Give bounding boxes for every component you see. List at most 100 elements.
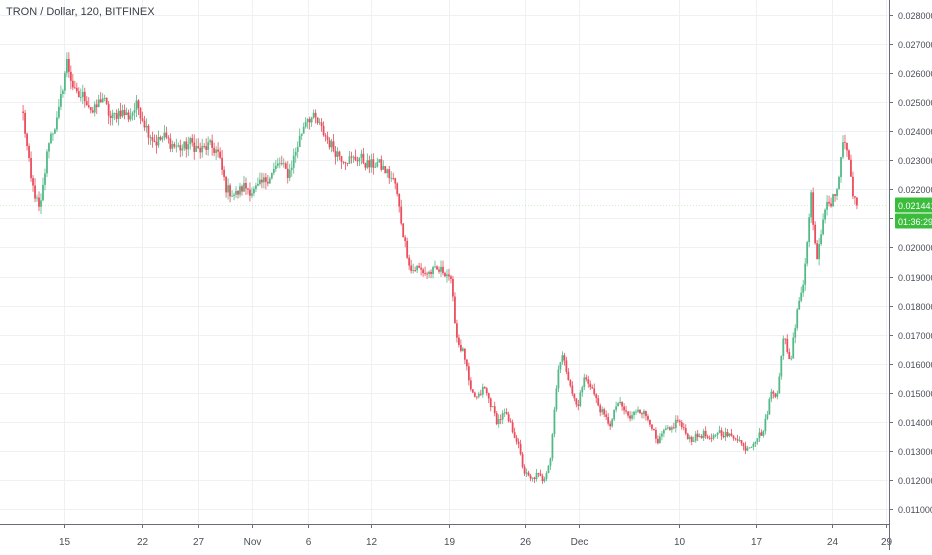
candle (173, 141, 176, 149)
candle-body (111, 113, 114, 118)
candle-body (686, 433, 689, 440)
candle (36, 194, 38, 202)
candle-body (67, 58, 70, 72)
candle-body (187, 144, 190, 150)
candle-body (426, 273, 428, 275)
candle (129, 108, 132, 122)
candle-body (28, 145, 30, 158)
candle (660, 430, 663, 441)
candle-body (778, 376, 781, 394)
candle-body (268, 178, 271, 184)
candle (58, 98, 60, 120)
candle (324, 133, 327, 142)
candle (243, 175, 245, 192)
candle (42, 177, 44, 202)
candle-body (593, 388, 596, 395)
candle (384, 165, 387, 174)
x-tick-label: 6 (306, 537, 312, 548)
candle-body (410, 265, 413, 271)
candle (712, 433, 715, 441)
candle (666, 425, 669, 430)
candle (601, 406, 604, 416)
candle-body (752, 443, 755, 447)
candle-body (463, 348, 466, 360)
candle-body (207, 142, 210, 150)
candle (89, 107, 92, 114)
candle-body (356, 160, 359, 162)
candle (392, 172, 395, 181)
candle (209, 138, 212, 146)
candle (549, 457, 552, 470)
candle-body (613, 409, 616, 420)
candle (551, 433, 554, 462)
candle (284, 161, 287, 170)
candle-body (372, 159, 375, 168)
candle (842, 135, 844, 159)
candle (251, 187, 253, 199)
candle-body (712, 435, 715, 439)
candle (792, 332, 795, 359)
candle-body (181, 148, 184, 151)
candle (766, 410, 769, 421)
candle (187, 136, 190, 157)
candle-body (768, 399, 771, 415)
candle (505, 408, 508, 415)
candle (730, 429, 733, 437)
candle-body (378, 159, 381, 163)
candle (422, 267, 424, 277)
candle-body (653, 428, 655, 431)
candle-body (294, 152, 297, 156)
candle-body (577, 404, 580, 406)
candle-body (621, 401, 623, 407)
candle-body (676, 419, 679, 421)
candle-body (428, 271, 430, 275)
candle (553, 406, 556, 438)
candle (838, 175, 840, 190)
candle (24, 109, 26, 138)
candle-body (772, 391, 775, 394)
candle-body (495, 413, 498, 425)
candle (221, 149, 223, 175)
candle (28, 143, 30, 162)
candle (408, 254, 411, 270)
candle-body (760, 432, 763, 436)
candle (46, 149, 48, 177)
candle (370, 153, 373, 173)
candle (672, 422, 675, 430)
candle-body (384, 166, 387, 174)
candle-body (477, 393, 480, 397)
candle-body (637, 409, 639, 412)
candle (167, 135, 170, 144)
candle-body (657, 438, 659, 444)
candle (113, 112, 116, 121)
x-tick-label: Dec (571, 537, 589, 548)
candle (834, 193, 836, 202)
candle (856, 197, 858, 210)
candle-body (332, 141, 335, 151)
candle-body (370, 159, 373, 168)
candle (436, 265, 438, 270)
candle (637, 406, 639, 413)
candle (519, 439, 522, 456)
candle-body (231, 195, 233, 197)
candle (195, 138, 198, 152)
candle-body (718, 430, 721, 433)
candle (639, 409, 641, 414)
candle-body (149, 137, 152, 139)
candle (215, 146, 218, 161)
candle (262, 173, 265, 189)
candle (736, 434, 739, 443)
candle (511, 419, 514, 434)
candle (288, 163, 291, 182)
candle-body (34, 185, 36, 199)
candle (372, 153, 375, 175)
candle-body (251, 193, 253, 196)
y-tick-label: 0.015000 (898, 389, 932, 399)
candle (744, 441, 747, 454)
candle-body (73, 87, 76, 89)
candle (450, 274, 452, 284)
candle-body (125, 112, 128, 115)
y-tick-label: 0.028000 (898, 11, 932, 21)
candle (487, 392, 490, 404)
candle-body (101, 98, 104, 103)
